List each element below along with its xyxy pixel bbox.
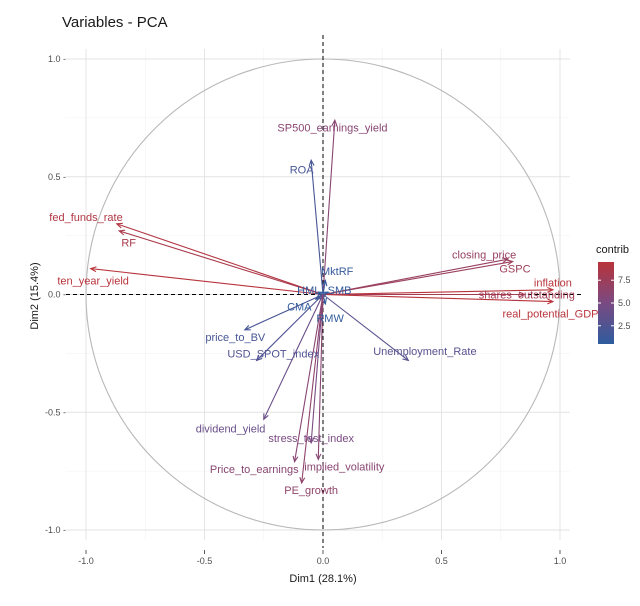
variable-labels: SP500_earnings_yield ROA fed_funds_rate RF t… (49, 122, 598, 497)
arrowhead-real-potential-gdp (547, 298, 555, 305)
label-hml: HML (297, 285, 320, 297)
arrowhead-mktrf (321, 279, 328, 287)
label-closing-price: closing_price (452, 249, 516, 261)
label-smb: SMB (328, 285, 352, 297)
legend-ticks: 2.5 5.0 7.5 (598, 275, 631, 331)
arrow-fed-funds-rate (116, 223, 324, 296)
arrowhead-stress-test-index (308, 437, 315, 445)
contrib-legend: contrib 2.5 5.0 7.5 (596, 244, 631, 344)
x-tick-label: 1.0 (554, 556, 567, 566)
arrow-gspc (322, 260, 513, 296)
legend-tick-label: 5.0 (618, 298, 631, 308)
label-price-to-earnings: Price_to_earnings (210, 464, 299, 476)
arrowhead-dividend-yield (263, 413, 269, 421)
label-rmw: RMW (316, 313, 344, 325)
label-price-to-bv: price_to_BV (205, 332, 266, 344)
x-tick-label: -0.5 (197, 556, 213, 566)
y-tick-labels: -1.0 - -0.5 - 0.0 - 0.5 - 1.0 - (45, 54, 66, 535)
arrowhead-gspc (506, 259, 514, 266)
arrow-dividend-yield (263, 294, 324, 420)
arrow-implied-volatility (317, 294, 324, 460)
arrowhead-fed-funds-rate (115, 222, 123, 229)
label-inflation: inflation (534, 278, 572, 290)
label-sp500-earnings-yield: SP500_earnings_yield (277, 122, 387, 134)
arrow-pe-growth (301, 294, 324, 483)
arrowhead-smb (321, 291, 329, 298)
label-implied-volatility: implied_volatility (304, 461, 385, 473)
legend-tick-label: 7.5 (618, 275, 631, 285)
legend-tick-label: 2.5 (618, 321, 631, 331)
arrowhead-shares-outstanding (518, 291, 526, 298)
arrowhead-inflation (547, 286, 555, 293)
arrowhead-cma (314, 293, 322, 300)
arrowhead-usd-spot-index (255, 354, 263, 362)
label-usd-spot-index: USD_SPOT_index (227, 348, 319, 360)
arrow-real-potential-gdp (322, 293, 553, 303)
label-pe-growth: PE_growth (284, 485, 338, 497)
label-stress-test-index: stress_test_index (268, 433, 354, 445)
label-unemployment-rate: Unemployment_Rate (373, 346, 476, 358)
arrow-price-to-earnings (294, 294, 324, 462)
arrowhead-unemployment-rate (402, 354, 410, 362)
arrowhead-implied-volatility (315, 453, 322, 461)
legend-title: contrib (596, 244, 629, 256)
arrow-unemployment-rate (322, 294, 409, 361)
arrowhead-roa (308, 158, 315, 167)
arrow-inflation (322, 289, 553, 296)
label-mktrf: MktRF (321, 266, 354, 278)
arrowhead-price-to-bv (243, 324, 251, 331)
legend-colorbar (598, 262, 614, 344)
arrowhead-price-to-earnings (292, 455, 299, 464)
arrowhead-ten-year-yield (89, 266, 97, 273)
label-cma: CMA (287, 301, 312, 313)
y-tick-label: -1.0 - (45, 525, 66, 535)
y-tick-label: 0.0 - (48, 290, 66, 300)
y-tick-label: -0.5 - (45, 407, 66, 417)
y-tick-label: 0.5 - (48, 172, 66, 182)
label-ten-year-yield: ten_year_yield (57, 275, 129, 287)
variable-arrows (89, 118, 555, 485)
arrow-sp500-earnings-yield (322, 120, 336, 295)
label-gspc: GSPC (499, 264, 530, 276)
arrowhead-sp500-earnings-yield (331, 118, 338, 127)
arrow-price-to-bv (244, 293, 324, 331)
chart-title: Variables - PCA (62, 14, 168, 31)
arrow-usd-spot-index (256, 294, 324, 361)
label-rf: RF (121, 238, 136, 250)
arrowhead-pe-growth (299, 477, 306, 485)
arrow-roa (310, 160, 324, 295)
arrow-rf (119, 230, 324, 296)
label-roa: ROA (290, 165, 315, 177)
x-tick-labels: -1.0 -0.5 0.0 0.5 1.0 (78, 550, 566, 566)
x-axis-label: Dim1 (28.1%) (289, 573, 356, 585)
y-tick-label: 1.0 - (48, 54, 66, 64)
arrowhead-closing-price (501, 257, 510, 264)
arrowhead-rf (117, 229, 126, 236)
label-real-potential-gdp: real_potential_GDP (503, 308, 599, 320)
x-tick-label: 0.0 (317, 556, 330, 566)
arrow-stress-test-index (310, 294, 324, 443)
x-tick-label: 0.5 (435, 556, 448, 566)
label-fed-funds-rate: fed_funds_rate (49, 212, 122, 224)
label-dividend-yield: dividend_yield (196, 424, 266, 436)
x-tick-label: -1.0 (78, 556, 94, 566)
y-axis-label: Dim2 (15.4%) (29, 262, 41, 329)
arrow-ten-year-yield (90, 268, 324, 296)
label-shares-outstanding: shares_outstanding (479, 290, 575, 302)
